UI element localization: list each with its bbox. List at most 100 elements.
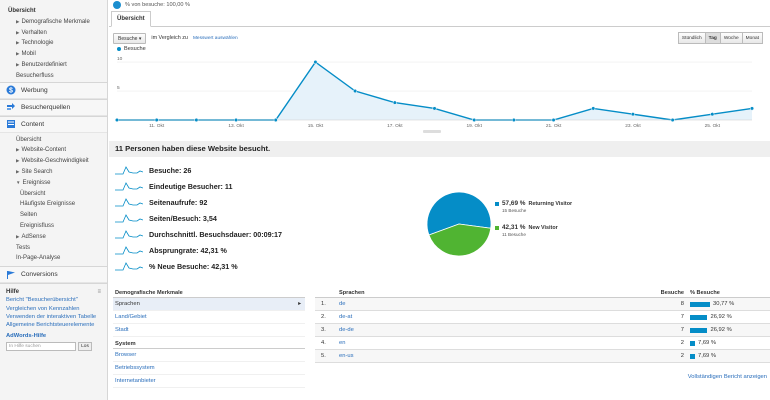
- data-point[interactable]: [551, 117, 556, 123]
- sidebar-item[interactable]: ▶ Verhalten: [0, 28, 107, 39]
- visits-line-chart[interactable]: 10 5 11. Okt 13. Okt 15. Okt 17. Okt 19. Okt 21…: [109, 50, 770, 136]
- data-point[interactable]: [432, 106, 437, 111]
- row-index: 2.: [321, 314, 326, 320]
- column-header-percent[interactable]: % Besuche: [690, 289, 720, 296]
- dimension-item[interactable]: Betriebssystem: [113, 362, 305, 375]
- data-point[interactable]: [353, 88, 358, 94]
- collapse-icon[interactable]: ≡: [97, 289, 101, 296]
- dimension-item[interactable]: Internetanbieter: [113, 375, 305, 388]
- dimension-item[interactable]: Browser: [113, 349, 305, 362]
- data-point[interactable]: [670, 117, 675, 123]
- percent-value: 7,69 %: [697, 352, 717, 359]
- data-point[interactable]: [313, 60, 318, 65]
- metric-dropdown[interactable]: Besuche ▾: [113, 32, 147, 44]
- visitor-type-pie-chart[interactable]: [425, 190, 493, 258]
- sidebar-section-label: Content: [21, 120, 45, 128]
- sparkline-icon: [115, 166, 143, 175]
- sidebar-section-werbung[interactable]: $ Werbung: [0, 81, 107, 99]
- percent-cell: 30,77 %: [690, 298, 770, 310]
- sidebar-section-conversions[interactable]: Conversions: [0, 266, 107, 284]
- data-point[interactable]: [511, 117, 516, 123]
- granularity-button[interactable]: Stündlich: [677, 32, 706, 44]
- dimension-item[interactable]: Land/Gebiet: [113, 311, 305, 324]
- sidebar-item[interactable]: ▶ Website-Content: [0, 145, 107, 156]
- help-link[interactable]: Allgemeine Berichtsteuerelemente: [6, 321, 95, 328]
- sidebar-item[interactable]: ▼ Ereignisse: [0, 178, 107, 189]
- triangle-right-icon: ▶: [16, 158, 20, 164]
- full-report-link[interactable]: Vollständigen Bericht anzeigen: [687, 374, 767, 380]
- pie-slice[interactable]: [428, 223, 492, 257]
- data-point[interactable]: [749, 106, 755, 111]
- help-search-input[interactable]: In Hilfe suchen: [6, 342, 76, 352]
- metric-row: Seitenaufrufe: 92: [115, 194, 282, 210]
- sidebar-item[interactable]: ▶ Site Search: [0, 167, 107, 178]
- language-link[interactable]: en: [339, 340, 346, 346]
- language-link[interactable]: en-us: [339, 353, 354, 359]
- x-tick-label: 21. Okt: [546, 123, 562, 129]
- language-link[interactable]: de-at: [339, 314, 353, 320]
- percent-bar: [690, 327, 708, 333]
- data-point[interactable]: [472, 117, 477, 123]
- data-point[interactable]: [114, 117, 120, 123]
- sidebar-item[interactable]: Tests: [0, 243, 107, 254]
- help-search-button[interactable]: Los: [78, 342, 92, 352]
- column-header-visits[interactable]: Besuche: [660, 290, 684, 296]
- sidebar-section-besucherquellen[interactable]: Besucherquellen: [0, 98, 107, 116]
- data-point[interactable]: [154, 117, 159, 123]
- data-point[interactable]: [194, 117, 199, 123]
- select-metric-link[interactable]: Messwert auswählen: [192, 35, 238, 41]
- data-point[interactable]: [591, 106, 596, 111]
- sidebar-item[interactable]: Übersicht: [0, 189, 107, 200]
- pie-slice[interactable]: [426, 191, 492, 236]
- sidebar-item[interactable]: In-Page-Analyse: [0, 253, 107, 264]
- data-point[interactable]: [273, 117, 278, 123]
- sidebar-item[interactable]: Häufigste Ereignisse: [0, 199, 107, 210]
- percent-cell: 7,69 %: [690, 350, 770, 362]
- dimension-label: Stadt: [115, 327, 129, 333]
- visits-value: 2: [680, 340, 684, 346]
- metric-row: Absprungrate: 42,31 %: [115, 242, 282, 258]
- data-point[interactable]: [710, 112, 715, 117]
- help-link[interactable]: Verwenden der interaktiven Tabelle: [6, 313, 97, 320]
- triangle-right-icon: ▶: [16, 40, 20, 46]
- sidebar-item[interactable]: Besucherfluss: [0, 71, 107, 82]
- sidebar-item[interactable]: ▶ Benutzerdefiniert: [0, 60, 107, 71]
- sidebar-item-label: Verhalten: [21, 29, 47, 36]
- dimension-item[interactable]: Sprachen ▸: [113, 298, 305, 311]
- table-row: 5. en-us 2 7,69 %: [315, 350, 770, 363]
- dimension-item[interactable]: Stadt: [113, 324, 305, 337]
- sidebar-item[interactable]: Ereignisfluss: [0, 221, 107, 232]
- sidebar-item[interactable]: ▶ Website-Geschwindigkeit: [0, 156, 107, 167]
- metric-value: Absprungrate: 42,31 %: [149, 245, 227, 255]
- help-link[interactable]: Vergleichen von Kennzahlen: [6, 305, 80, 312]
- x-tick-label: 23. Okt: [625, 123, 641, 129]
- adwords-help-link[interactable]: AdWords-Hilfe: [6, 333, 47, 340]
- data-point[interactable]: [630, 112, 635, 117]
- row-index: 1.: [321, 301, 326, 307]
- granularity-button[interactable]: Woche: [719, 32, 743, 44]
- help-link[interactable]: Bericht "Besucherübersicht": [6, 297, 78, 304]
- language-link[interactable]: de-de: [339, 327, 354, 333]
- granularity-button[interactable]: Tag: [704, 32, 721, 44]
- sidebar-item-label: Besucherfluss: [16, 72, 54, 79]
- sidebar-item[interactable]: Seiten: [0, 210, 107, 221]
- pie-legend-percent: 42,31 %: [502, 224, 526, 231]
- tab-overview[interactable]: Übersicht: [111, 11, 151, 27]
- triangle-right-icon: ▶: [16, 168, 20, 174]
- data-point[interactable]: [234, 117, 239, 123]
- chart-legend: Besuche: [117, 46, 146, 52]
- sidebar-item-overview[interactable]: Übersicht: [8, 8, 36, 14]
- x-tick-label: 17. Okt: [387, 123, 403, 129]
- sidebar-item[interactable]: ▶ AdSense: [0, 232, 107, 243]
- sidebar-item[interactable]: Übersicht: [0, 135, 107, 146]
- granularity-button[interactable]: Monat: [741, 32, 763, 44]
- metric-row: % Neue Besuche: 42,31 %: [115, 258, 282, 274]
- sidebar-section-content[interactable]: Content: [0, 115, 107, 133]
- data-point[interactable]: [392, 100, 397, 105]
- sidebar-item-label: Tests: [16, 244, 31, 251]
- sidebar-item[interactable]: ▶ Mobil: [0, 49, 107, 60]
- language-link[interactable]: de: [339, 301, 346, 307]
- sidebar-item[interactable]: ▶ Technologie: [0, 38, 107, 49]
- column-header-language[interactable]: Sprachen: [339, 290, 365, 296]
- sidebar-item[interactable]: ▶ Demografische Merkmale: [0, 17, 107, 28]
